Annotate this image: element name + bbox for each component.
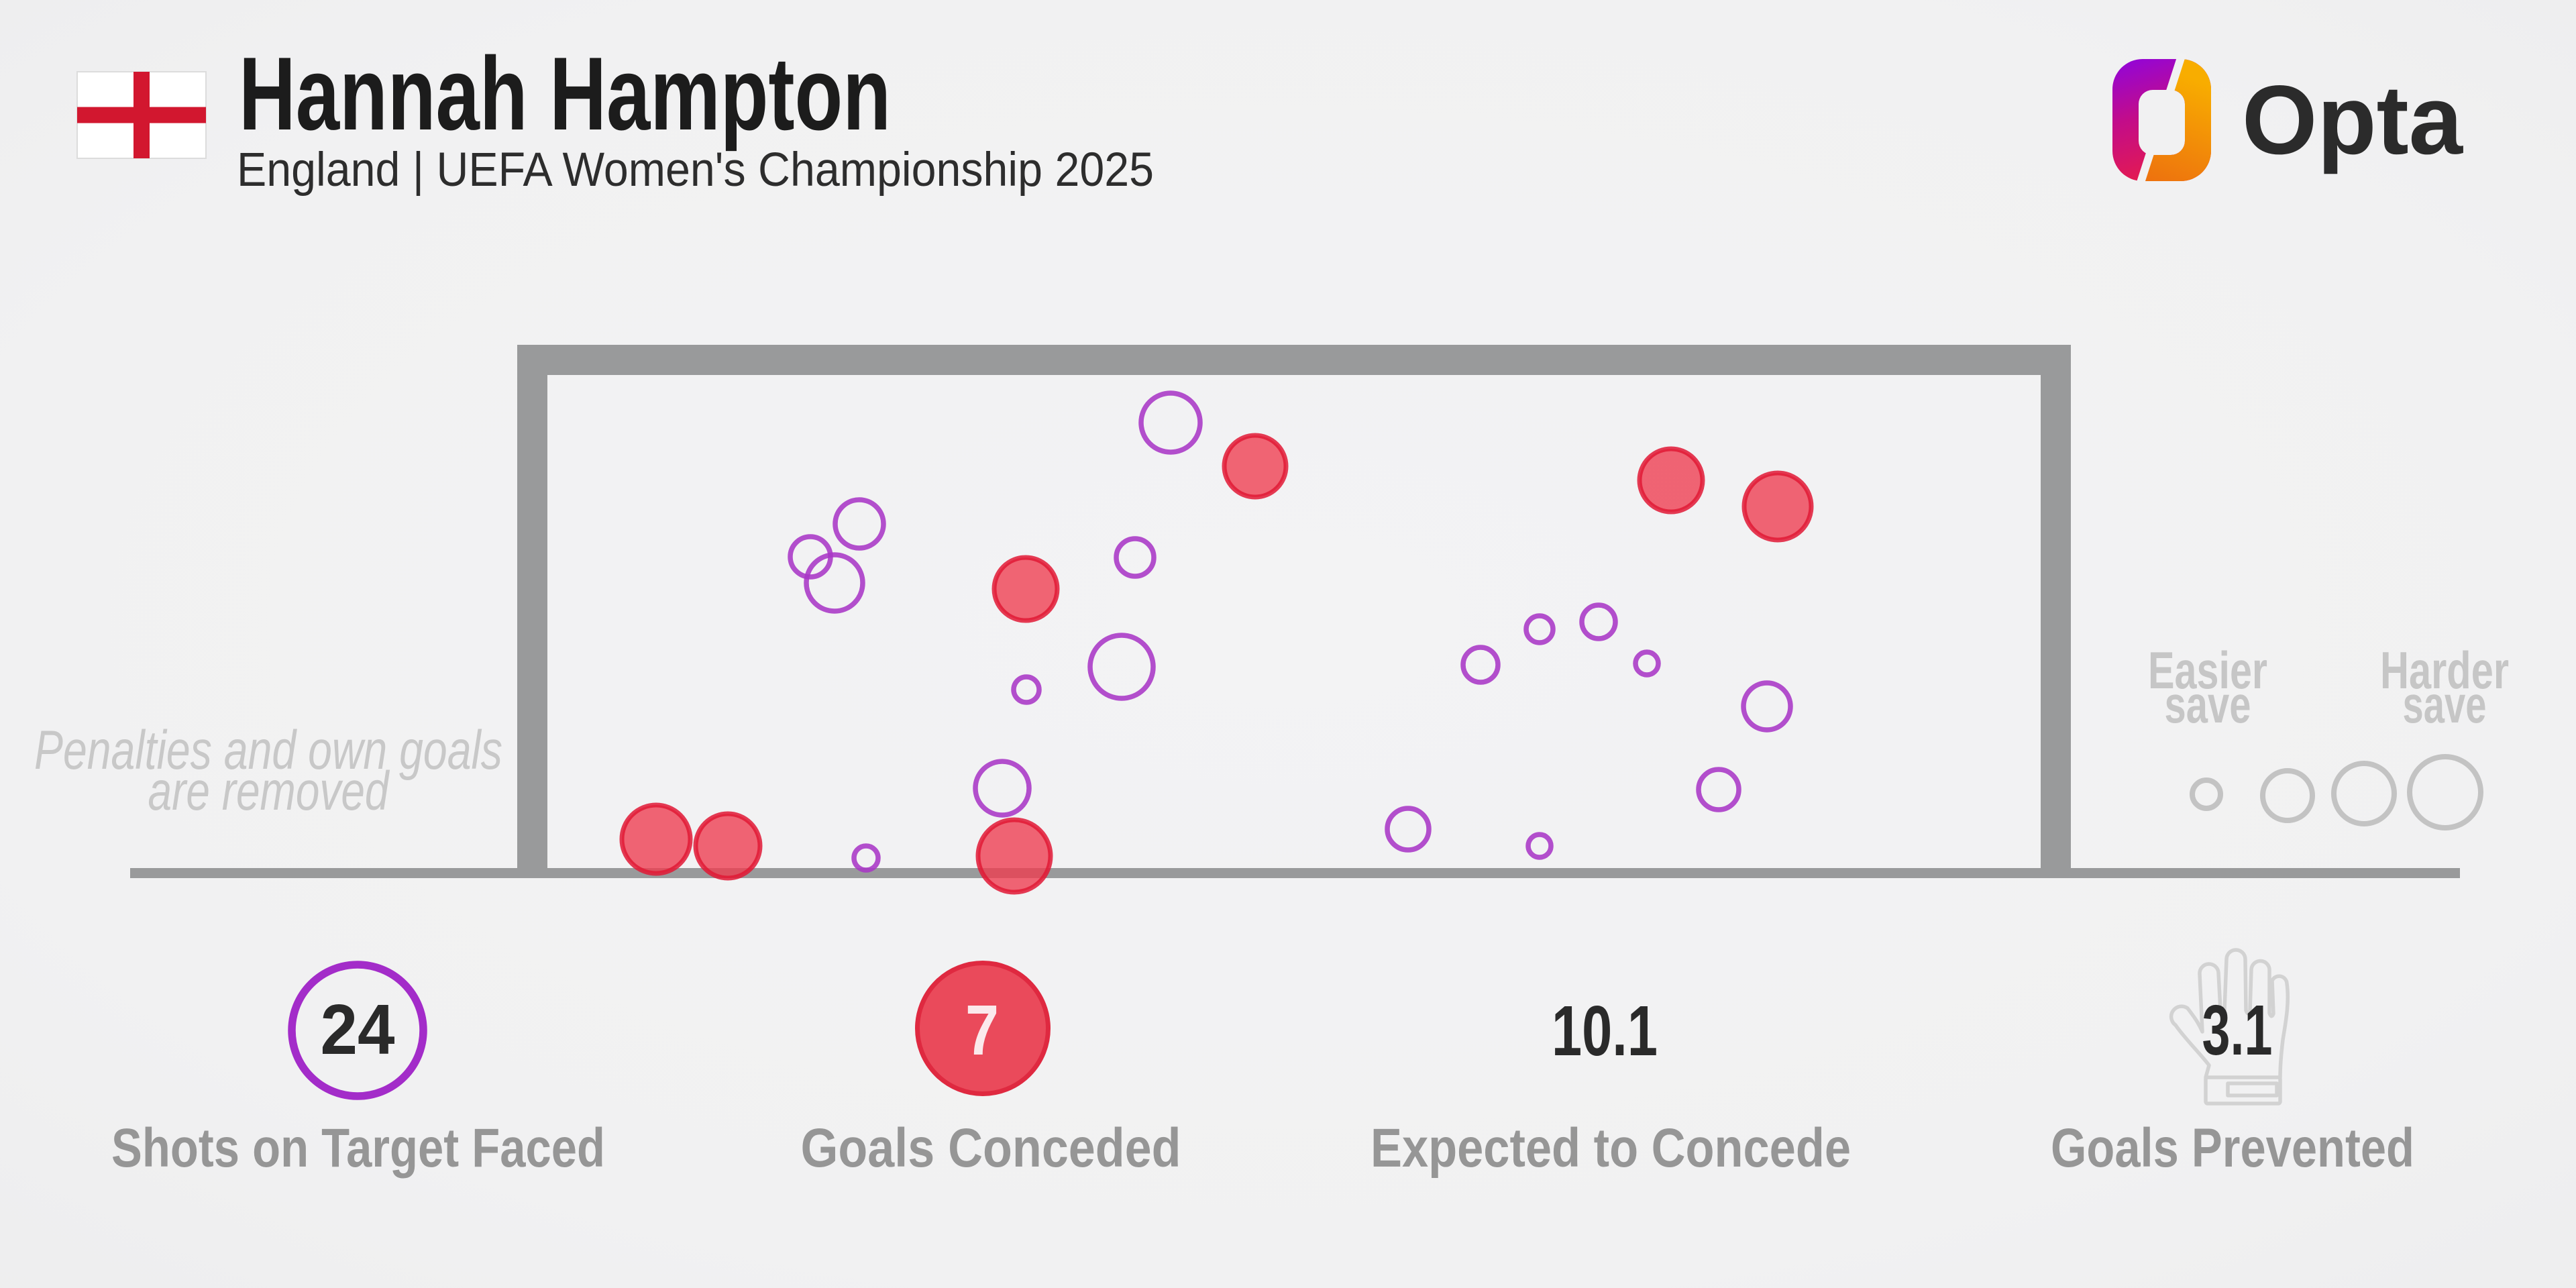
svg-text:Penalties and own goals: Penalties and own goals <box>34 720 502 781</box>
svg-text:Hannah Hampton: Hannah Hampton <box>239 36 891 152</box>
svg-text:3.1: 3.1 <box>2202 991 2273 1070</box>
svg-text:save: save <box>2403 675 2487 734</box>
svg-text:Harder: Harder <box>2380 641 2509 700</box>
svg-text:Expected to Concede: Expected to Concede <box>1371 1118 1851 1179</box>
svg-text:Goals Conceded: Goals Conceded <box>801 1118 1181 1179</box>
svg-text:24: 24 <box>321 990 395 1069</box>
svg-text:Goals Prevented: Goals Prevented <box>2051 1118 2414 1179</box>
svg-text:Opta: Opta <box>2242 65 2464 174</box>
svg-text:save: save <box>2165 675 2251 734</box>
svg-text:England | UEFA Women's Champio: England | UEFA Women's Championship 2025 <box>237 144 1154 197</box>
svg-text:10.1: 10.1 <box>1552 991 1658 1071</box>
svg-text:Easier: Easier <box>2148 641 2267 700</box>
svg-text:7: 7 <box>965 991 999 1070</box>
svg-text:are removed: are removed <box>148 761 390 822</box>
svg-text:Shots on Target Faced: Shots on Target Faced <box>111 1118 605 1179</box>
